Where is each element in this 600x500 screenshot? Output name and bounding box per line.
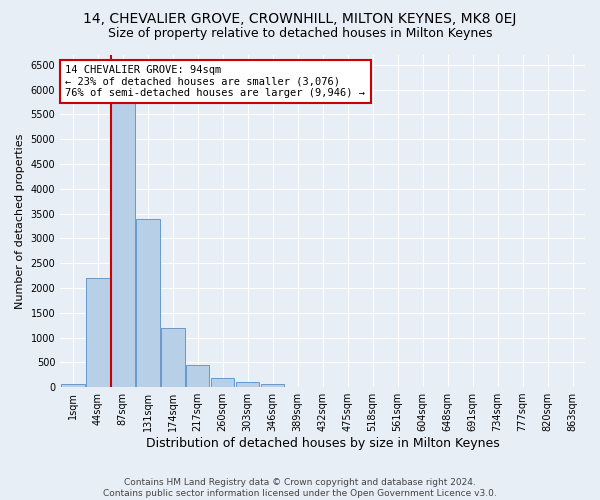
Y-axis label: Number of detached properties: Number of detached properties — [15, 134, 25, 308]
Bar — [86, 278, 110, 387]
Bar — [61, 384, 85, 387]
Bar — [111, 87, 134, 387]
Text: 14, CHEVALIER GROVE, CROWNHILL, MILTON KEYNES, MK8 0EJ: 14, CHEVALIER GROVE, CROWNHILL, MILTON K… — [83, 12, 517, 26]
Bar — [161, 328, 185, 387]
Bar — [261, 384, 284, 387]
Text: Size of property relative to detached houses in Milton Keynes: Size of property relative to detached ho… — [108, 28, 492, 40]
Bar — [186, 365, 209, 387]
Bar — [236, 382, 259, 387]
Bar — [136, 218, 160, 387]
Text: Contains HM Land Registry data © Crown copyright and database right 2024.
Contai: Contains HM Land Registry data © Crown c… — [103, 478, 497, 498]
Text: 14 CHEVALIER GROVE: 94sqm
← 23% of detached houses are smaller (3,076)
76% of se: 14 CHEVALIER GROVE: 94sqm ← 23% of detac… — [65, 65, 365, 98]
X-axis label: Distribution of detached houses by size in Milton Keynes: Distribution of detached houses by size … — [146, 437, 499, 450]
Bar — [211, 378, 235, 387]
